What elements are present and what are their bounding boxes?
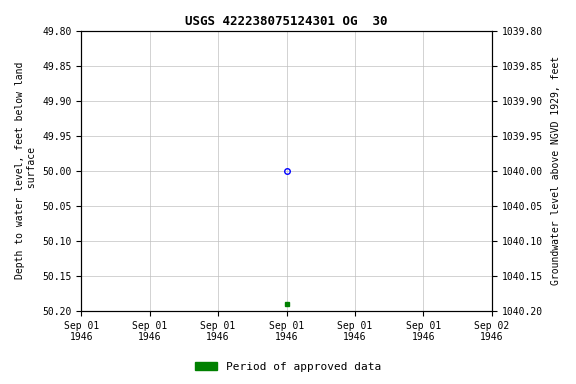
Title: USGS 422238075124301 OG  30: USGS 422238075124301 OG 30 bbox=[185, 15, 388, 28]
Y-axis label: Depth to water level, feet below land
 surface: Depth to water level, feet below land su… bbox=[15, 62, 37, 280]
Y-axis label: Groundwater level above NGVD 1929, feet: Groundwater level above NGVD 1929, feet bbox=[551, 56, 561, 285]
Legend: Period of approved data: Period of approved data bbox=[191, 358, 385, 377]
